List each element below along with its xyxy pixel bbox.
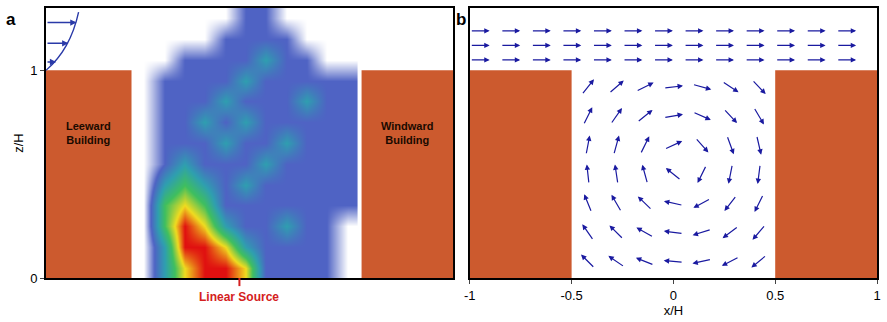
svg-text:Linear Source: Linear Source (199, 290, 279, 304)
svg-text:1: 1 (30, 63, 37, 78)
svg-text:WindwardBuilding: WindwardBuilding (381, 120, 433, 146)
svg-text:0.5: 0.5 (766, 288, 784, 303)
svg-text:-1: -1 (464, 288, 476, 303)
svg-text:LeewardBuilding: LeewardBuilding (66, 120, 111, 146)
svg-text:a: a (6, 10, 16, 29)
svg-text:0: 0 (30, 271, 37, 286)
svg-text:z/H: z/H (11, 133, 26, 153)
svg-text:-0.5: -0.5 (560, 288, 582, 303)
svg-text:x/H: x/H (664, 303, 684, 318)
svg-text:1: 1 (873, 288, 880, 303)
svg-text:b: b (456, 10, 466, 29)
svg-text:0: 0 (670, 288, 677, 303)
